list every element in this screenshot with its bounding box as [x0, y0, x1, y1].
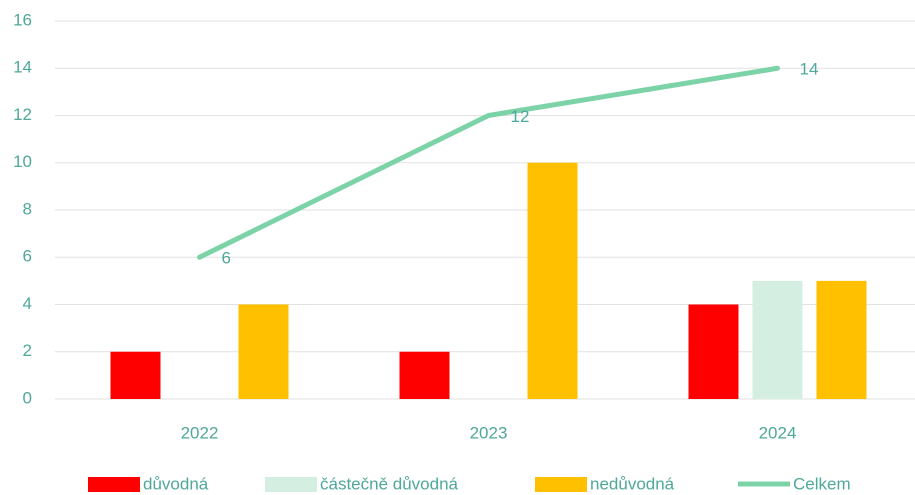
bar	[688, 304, 739, 399]
bar	[399, 351, 450, 399]
y-tick-label: 6	[23, 247, 32, 266]
legend-label: důvodná	[143, 474, 209, 493]
x-tick-label: 2024	[759, 423, 797, 442]
bar	[110, 351, 161, 399]
legend-swatch	[535, 477, 587, 492]
line	[197, 65, 780, 260]
legend-label: částečně důvodná	[320, 474, 459, 493]
legend-swatch	[265, 477, 317, 492]
y-tick-label: 0	[23, 388, 32, 407]
x-tick-label: 2023	[470, 423, 508, 442]
y-tick-label: 12	[13, 105, 32, 124]
y-tick-label: 4	[23, 294, 32, 313]
data-label: 12	[511, 107, 530, 126]
y-tick-label: 10	[13, 152, 32, 171]
legend-swatch	[88, 477, 140, 492]
y-tick-label: 16	[13, 10, 32, 29]
bar	[752, 280, 803, 399]
y-tick-label: 2	[23, 341, 32, 360]
data-label: 14	[800, 60, 819, 79]
x-tick-label: 2022	[181, 423, 219, 442]
bar	[816, 280, 867, 399]
legend-label: Celkem	[793, 474, 851, 493]
bar	[527, 162, 578, 399]
legend-label: nedůvodná	[590, 474, 675, 493]
data-label: 6	[222, 249, 231, 268]
y-tick-label: 8	[23, 199, 32, 218]
bar	[238, 304, 289, 399]
y-tick-label: 14	[13, 58, 32, 77]
